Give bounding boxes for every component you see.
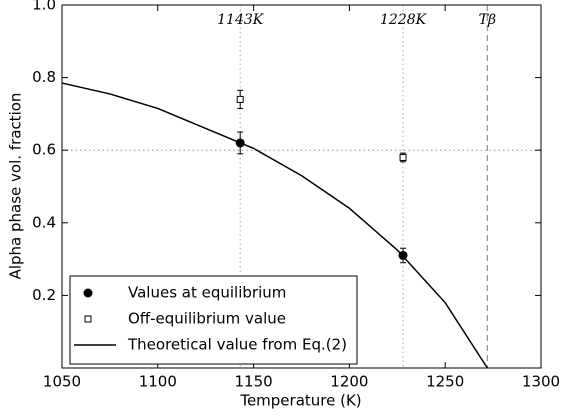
theory-line [61, 82, 488, 369]
x-tick-label: 1200 [330, 373, 368, 391]
legend-label: Values at equilibrium [128, 284, 286, 302]
legend-marker [84, 315, 92, 323]
legend-label: Theoretical value from Eq.(2) [127, 336, 347, 354]
x-tick-label: 1050 [43, 373, 81, 391]
point [236, 95, 244, 103]
y-tick-label: 0.2 [32, 286, 56, 304]
point [399, 153, 407, 161]
x-axis-label: Temperature (K) [239, 392, 361, 410]
annotation-label: 1143K [217, 12, 265, 28]
y-tick-label: 0.8 [32, 68, 56, 86]
plot-frame [61, 4, 542, 369]
y-tick-label: 0.4 [32, 213, 56, 231]
legend-label: Off-equilibrium value [128, 310, 286, 328]
annotation-label: Tβ [479, 12, 496, 28]
annotation-label: 1228K [380, 12, 428, 28]
x-tick-label: 1300 [522, 373, 560, 391]
y-tick-label: 1.0 [32, 0, 56, 14]
legend-marker [83, 288, 93, 298]
legend-box [69, 275, 358, 365]
y-axis-label: Alpha phase vol. fraction [7, 93, 25, 280]
x-tick-label: 1150 [235, 373, 273, 391]
x-tick-label: 1250 [426, 373, 464, 391]
x-tick-label: 1100 [139, 373, 177, 391]
y-tick-label: 0.6 [32, 141, 56, 159]
